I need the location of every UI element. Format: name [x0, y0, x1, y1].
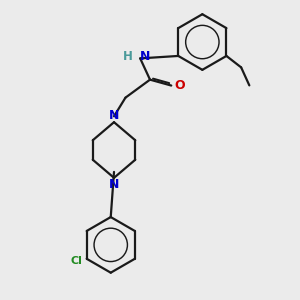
Text: H: H [123, 50, 133, 63]
Text: N: N [140, 50, 151, 63]
Text: N: N [109, 109, 119, 122]
Text: O: O [174, 79, 184, 92]
Text: N: N [109, 178, 119, 191]
Text: Cl: Cl [71, 256, 83, 266]
